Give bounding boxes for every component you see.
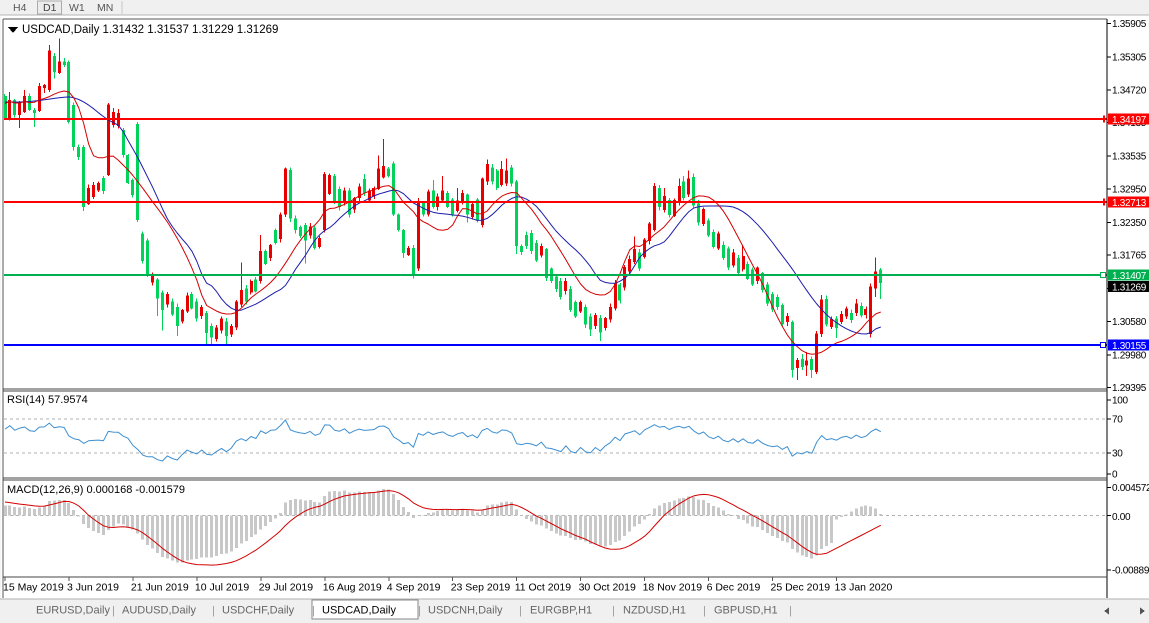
svg-text:EURGBP,H1: EURGBP,H1 [530, 605, 592, 617]
svg-text:|: | [312, 605, 315, 617]
svg-text:70: 70 [1112, 415, 1123, 426]
svg-text:|: | [418, 605, 421, 617]
svg-text:3 Jun 2019: 3 Jun 2019 [67, 582, 119, 594]
svg-text:1.31407: 1.31407 [1112, 271, 1147, 282]
svg-text:29 Jul 2019: 29 Jul 2019 [259, 582, 313, 594]
svg-text:21 Jun 2019: 21 Jun 2019 [131, 582, 189, 594]
svg-text:USDCHF,Daily: USDCHF,Daily [222, 605, 295, 617]
svg-text:|: | [212, 605, 215, 617]
svg-text:0.00: 0.00 [1112, 512, 1131, 523]
svg-text:MN: MN [97, 2, 113, 14]
svg-text:NZDUSD,H1: NZDUSD,H1 [623, 605, 686, 617]
svg-text:|: | [612, 605, 615, 617]
svg-text:H4: H4 [13, 2, 27, 14]
svg-text:30 Oct 2019: 30 Oct 2019 [579, 582, 636, 594]
svg-text:1.34720: 1.34720 [1112, 85, 1147, 96]
svg-text:11 Oct 2019: 11 Oct 2019 [515, 582, 572, 594]
svg-text:USDCAD,Daily 1.31432 1.31537: USDCAD,Daily 1.31432 1.31537 1.31229 1.3… [22, 24, 278, 36]
svg-text:1.34197: 1.34197 [1112, 115, 1147, 126]
svg-text:4 Sep 2019: 4 Sep 2019 [387, 582, 441, 594]
svg-text:|: | [789, 605, 792, 617]
svg-text:15 May 2019: 15 May 2019 [3, 582, 64, 594]
svg-text:13 Jan 2020: 13 Jan 2020 [835, 582, 893, 594]
svg-text:|: | [112, 605, 115, 617]
svg-text:100: 100 [1112, 396, 1129, 407]
svg-text:USDCNH,Daily: USDCNH,Daily [428, 605, 503, 617]
svg-text:16 Aug 2019: 16 Aug 2019 [323, 582, 382, 594]
svg-text:1.35305: 1.35305 [1112, 53, 1147, 64]
svg-text:6 Dec 2019: 6 Dec 2019 [707, 582, 761, 594]
svg-text:1.35905: 1.35905 [1112, 19, 1147, 30]
svg-text:RSI(14) 57.9574: RSI(14) 57.9574 [7, 394, 88, 406]
svg-text:1.29395: 1.29395 [1112, 383, 1147, 394]
svg-text:USDCAD,Daily: USDCAD,Daily [322, 605, 396, 617]
svg-text:-0.008897: -0.008897 [1112, 565, 1149, 576]
svg-text:|: | [519, 605, 522, 617]
svg-text:0.004572: 0.004572 [1112, 483, 1149, 494]
svg-text:1.30155: 1.30155 [1112, 341, 1147, 352]
svg-text:0: 0 [1112, 470, 1118, 481]
svg-text:EURUSD,Daily: EURUSD,Daily [36, 605, 110, 617]
svg-text:10 Jul 2019: 10 Jul 2019 [195, 582, 249, 594]
svg-text:1.32713: 1.32713 [1112, 198, 1147, 209]
svg-text:1.29980: 1.29980 [1112, 350, 1147, 361]
svg-text:1.32950: 1.32950 [1112, 184, 1147, 195]
svg-text:18 Nov 2019: 18 Nov 2019 [643, 582, 703, 594]
svg-text:|: | [703, 605, 706, 617]
svg-text:MACD(12,26,9) 0.000168 -0.0015: MACD(12,26,9) 0.000168 -0.001579 [7, 484, 185, 496]
svg-text:GBPUSD,H1: GBPUSD,H1 [714, 605, 778, 617]
svg-text:1.32350: 1.32350 [1112, 218, 1147, 229]
svg-text:D1: D1 [43, 2, 57, 14]
svg-text:1.31765: 1.31765 [1112, 251, 1147, 262]
svg-text:30: 30 [1112, 449, 1123, 460]
svg-text:AUDUSD,Daily: AUDUSD,Daily [122, 605, 196, 617]
svg-text:1.31269: 1.31269 [1112, 282, 1147, 293]
svg-text:1.30580: 1.30580 [1112, 317, 1147, 328]
svg-text:1.33535: 1.33535 [1112, 152, 1147, 163]
svg-text:23 Sep 2019: 23 Sep 2019 [451, 582, 511, 594]
svg-text:W1: W1 [69, 2, 85, 14]
svg-text:25 Dec 2019: 25 Dec 2019 [771, 582, 831, 594]
